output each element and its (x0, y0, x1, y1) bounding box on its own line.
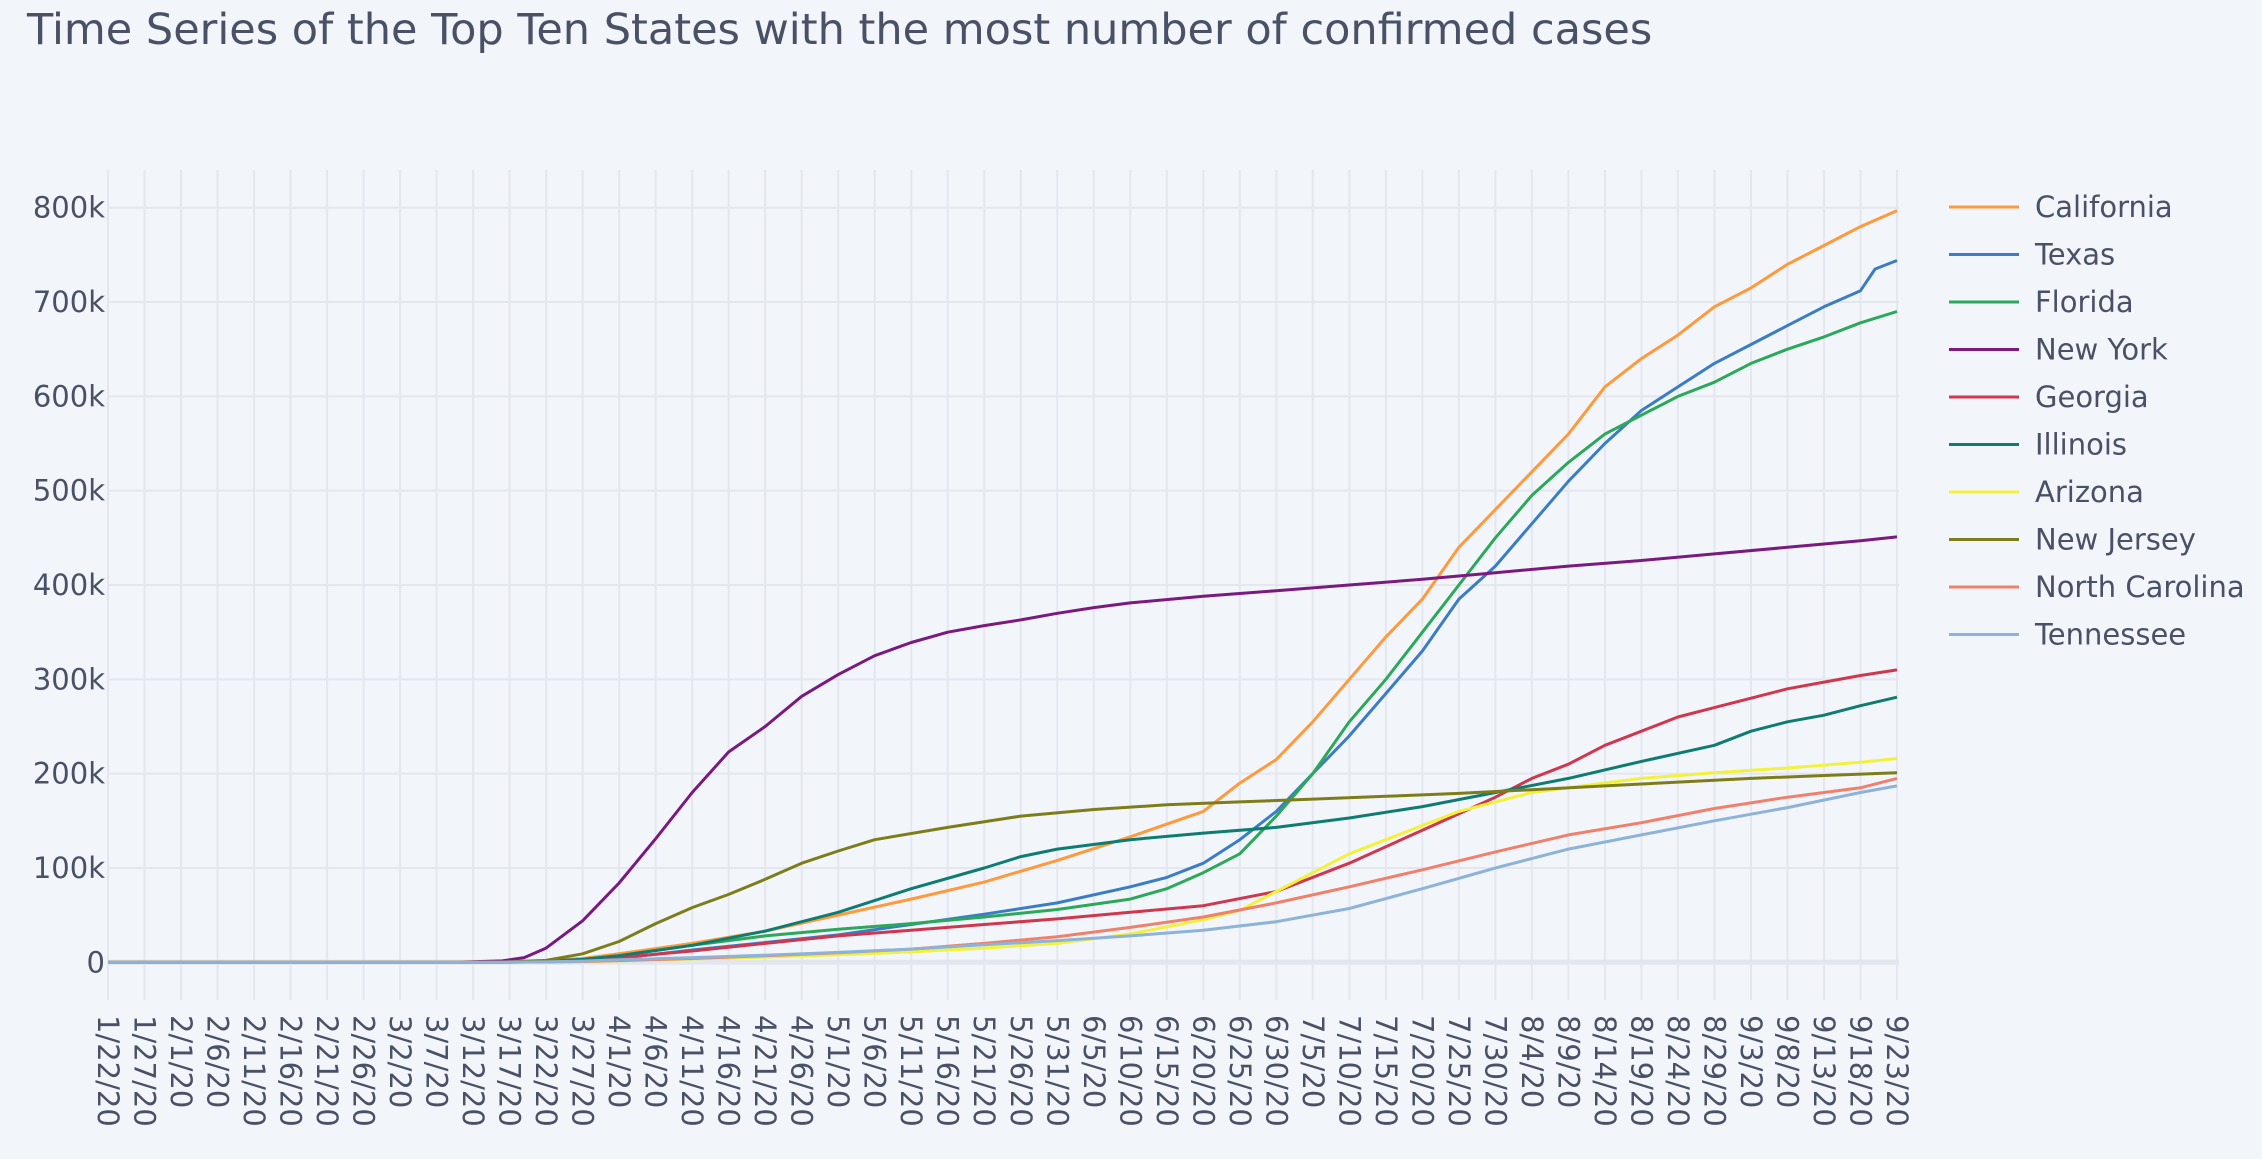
x-tick-label: 4/21/20 (748, 1015, 782, 1127)
y-tick-label: 400k (33, 568, 105, 602)
x-tick-label: 2/6/20 (201, 1015, 235, 1108)
x-tick-label: 4/16/20 (712, 1015, 746, 1127)
x-tick-label: 5/16/20 (931, 1015, 965, 1127)
legend-label: Texas (2034, 238, 2115, 272)
legend-label: Georgia (2035, 380, 2149, 414)
legend-label: Florida (2035, 285, 2134, 319)
x-tick-label: 7/10/20 (1332, 1015, 1366, 1127)
x-tick-label: 3/7/20 (420, 1015, 454, 1108)
y-tick-label: 700k (33, 285, 105, 319)
x-tick-label: 9/3/20 (1734, 1015, 1768, 1108)
x-tick-label: 3/22/20 (529, 1015, 563, 1127)
series-line-illinois (107, 695, 1898, 964)
x-tick-label: 6/15/20 (1150, 1015, 1184, 1127)
x-tick-label: 3/27/20 (566, 1015, 600, 1127)
y-tick-label: 800k (33, 191, 105, 225)
legend-label: New Jersey (2035, 523, 2196, 557)
legend-label: North Carolina (2035, 570, 2245, 604)
x-tick-label: 7/15/20 (1369, 1015, 1403, 1127)
x-tick-label: 3/17/20 (493, 1015, 527, 1127)
series-line-georgia (107, 668, 1898, 964)
x-tick-label: 2/21/20 (310, 1015, 344, 1127)
x-tick-label: 7/5/20 (1296, 1015, 1330, 1108)
x-tick-label: 5/21/20 (967, 1015, 1001, 1127)
legend-label: New York (2035, 333, 2168, 367)
legend-item-tennessee[interactable]: Tennessee (1949, 618, 2186, 652)
legend-item-california[interactable]: California (1949, 190, 2173, 224)
series-line-new-jersey (107, 771, 1898, 964)
x-tick-label: 4/11/20 (675, 1015, 709, 1127)
x-tick-label: 6/20/20 (1186, 1015, 1220, 1127)
series-line-texas (107, 259, 1898, 964)
x-tick-label: 5/11/20 (894, 1015, 928, 1127)
legend-item-arizona[interactable]: Arizona (1949, 475, 2144, 509)
legend-item-illinois[interactable]: Illinois (1949, 428, 2127, 462)
x-tick-label: 9/8/20 (1770, 1015, 1804, 1108)
x-tick-label: 8/29/20 (1697, 1015, 1731, 1127)
x-tick-label: 6/5/20 (1077, 1015, 1111, 1108)
y-tick-label: 200k (33, 757, 105, 791)
x-tick-label: 5/6/20 (858, 1015, 892, 1108)
series-line-north-carolina (107, 776, 1898, 964)
x-tick-label: 6/10/20 (1113, 1015, 1147, 1127)
y-axis-tick-labels: 0 100k 200k 300k 400k 500k 600k 700k 800k (33, 191, 105, 980)
legend-label: Illinois (2035, 428, 2127, 462)
series-line-new-york (107, 535, 1898, 964)
legend-label: Arizona (2035, 475, 2144, 509)
legend-item-new-jersey[interactable]: New Jersey (1949, 523, 2196, 557)
y-tick-label: 500k (33, 474, 105, 508)
x-tick-label: 3/2/20 (383, 1015, 417, 1108)
x-tick-label: 7/30/20 (1478, 1015, 1512, 1127)
x-tick-label: 2/11/20 (237, 1015, 271, 1127)
x-tick-label: 6/25/20 (1223, 1015, 1257, 1127)
x-tick-label: 8/4/20 (1515, 1015, 1549, 1108)
series-line-arizona (107, 757, 1898, 964)
y-tick-label: 100k (33, 851, 105, 885)
horizontal-gridlines (108, 206, 1899, 965)
chart-title: Time Series of the Top Ten States with t… (26, 5, 1652, 55)
legend-item-new-york[interactable]: New York (1949, 333, 2168, 367)
x-tick-label: 5/1/20 (821, 1015, 855, 1108)
legend-label: Tennessee (2034, 618, 2186, 652)
x-tick-label: 5/31/20 (1040, 1015, 1074, 1127)
series-line-california (107, 209, 1898, 964)
x-tick-label: 4/1/20 (602, 1015, 636, 1108)
x-tick-label: 8/9/20 (1551, 1015, 1585, 1108)
legend[interactable]: California Texas Florida New York Georgia Ill… (1949, 190, 2245, 652)
x-tick-label: 2/26/20 (347, 1015, 381, 1127)
y-tick-label: 0 (87, 945, 105, 979)
x-tick-label: 9/23/20 (1880, 1015, 1914, 1127)
x-tick-label: 2/16/20 (274, 1015, 308, 1127)
x-tick-label: 2/1/20 (164, 1015, 198, 1108)
x-tick-label: 9/13/20 (1807, 1015, 1841, 1127)
x-tick-label: 9/18/20 (1843, 1015, 1877, 1127)
x-tick-label: 1/22/20 (91, 1015, 125, 1127)
legend-item-georgia[interactable]: Georgia (1949, 380, 2149, 414)
x-tick-label: 5/26/20 (1004, 1015, 1038, 1127)
x-tick-label: 8/19/20 (1624, 1015, 1658, 1127)
series-line-tennessee (107, 784, 1898, 964)
legend-item-north-carolina[interactable]: North Carolina (1949, 570, 2245, 604)
y-tick-label: 600k (33, 379, 105, 413)
x-tick-label: 4/6/20 (639, 1015, 673, 1108)
legend-label: California (2035, 190, 2173, 224)
legend-item-texas[interactable]: Texas (1949, 238, 2115, 272)
x-tick-label: 1/27/20 (128, 1015, 162, 1127)
x-axis-tick-labels: 1/22/20 1/27/20 2/1/20 2/6/20 2/11/20 2/16/20… (91, 1015, 1914, 1127)
x-tick-label: 7/20/20 (1405, 1015, 1439, 1127)
legend-item-florida[interactable]: Florida (1949, 285, 2134, 319)
series-line-florida (107, 310, 1898, 964)
series-lines (107, 209, 1898, 964)
y-tick-label: 300k (33, 662, 105, 696)
x-tick-label: 4/26/20 (785, 1015, 819, 1127)
x-tick-label: 8/14/20 (1588, 1015, 1622, 1127)
x-tick-label: 8/24/20 (1661, 1015, 1695, 1127)
x-tick-label: 7/25/20 (1442, 1015, 1476, 1127)
x-tick-label: 6/30/20 (1259, 1015, 1293, 1127)
x-tick-label: 3/12/20 (456, 1015, 490, 1127)
